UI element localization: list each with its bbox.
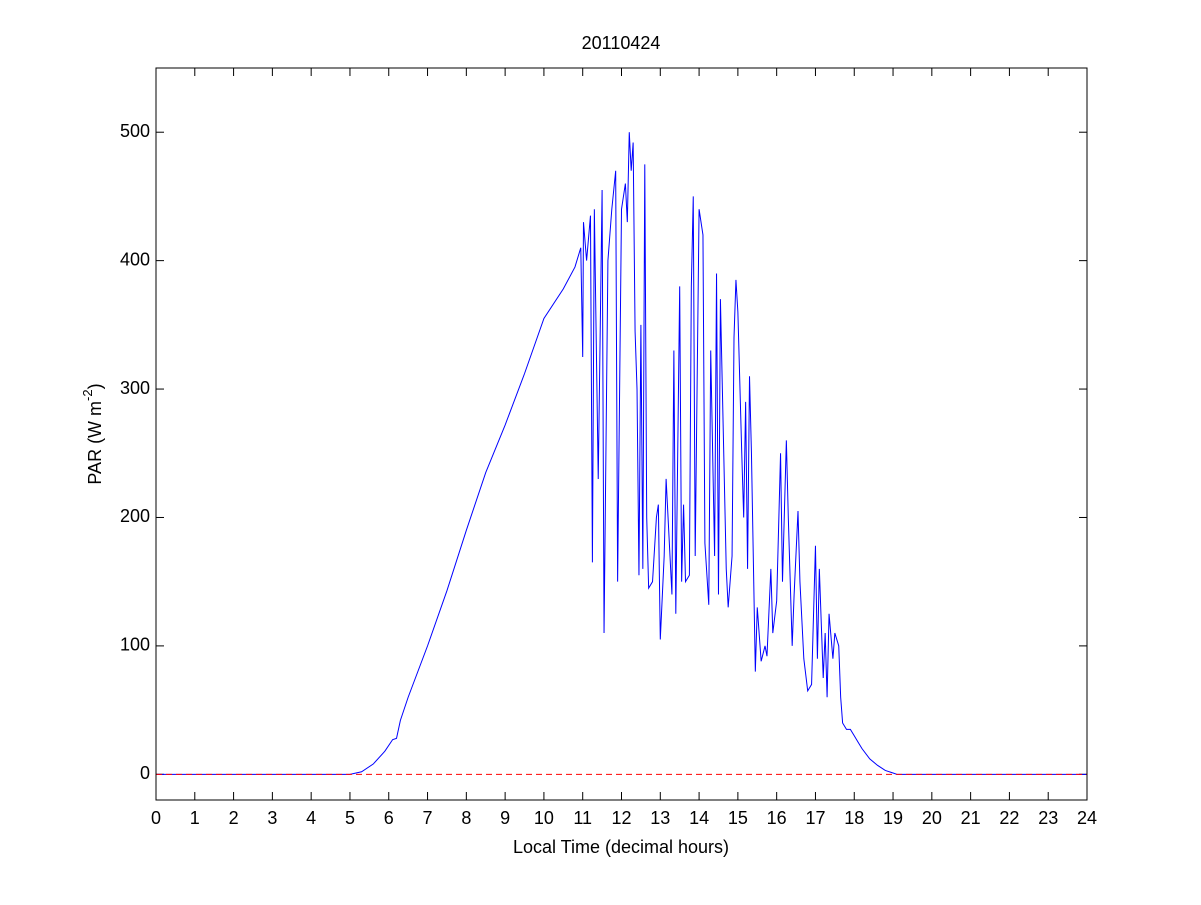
x-tick-label: 3 (267, 808, 277, 828)
x-tick-label: 15 (728, 808, 748, 828)
y-tick-label: 0 (140, 763, 150, 783)
y-tick-label: 400 (120, 249, 150, 269)
y-tick-label: 500 (120, 121, 150, 141)
x-tick-label: 10 (534, 808, 554, 828)
x-tick-label: 22 (999, 808, 1019, 828)
x-tick-label: 4 (306, 808, 316, 828)
chart-title: 20110424 (582, 33, 661, 53)
y-tick-label: 100 (120, 635, 150, 655)
x-tick-label: 11 (573, 808, 592, 828)
y-label-sup: -2 (80, 389, 95, 401)
x-tick-label: 2 (229, 808, 239, 828)
x-tick-label: 19 (883, 808, 903, 828)
x-tick-label: 12 (611, 808, 631, 828)
x-tick-label: 8 (461, 808, 471, 828)
x-tick-label: 16 (767, 808, 787, 828)
data-line (156, 132, 1087, 775)
x-tick-label: 24 (1077, 808, 1097, 828)
x-tick-label: 7 (423, 808, 433, 828)
y-label-suffix: ) (85, 383, 105, 389)
x-tick-label: 21 (961, 808, 981, 828)
x-tick-label: 1 (190, 808, 200, 828)
y-tick-label: 300 (120, 378, 150, 398)
x-tick-label: 17 (805, 808, 825, 828)
x-tick-label: 13 (650, 808, 670, 828)
y-label-text: PAR (W m (85, 401, 105, 485)
x-tick-label: 5 (345, 808, 355, 828)
plot-frame (155, 67, 1088, 801)
x-tick-label: 20 (922, 808, 942, 828)
x-tick-label: 6 (384, 808, 394, 828)
x-axis-label: Local Time (decimal hours) (513, 837, 729, 857)
x-tick-label: 0 (151, 808, 161, 828)
y-tick-label: 200 (120, 506, 150, 526)
x-tick-label: 18 (844, 808, 864, 828)
x-tick-label: 23 (1038, 808, 1058, 828)
x-tick-label: 14 (689, 808, 709, 828)
x-tick-label: 9 (500, 808, 510, 828)
y-axis-label: PAR (W m-2) (80, 383, 104, 484)
